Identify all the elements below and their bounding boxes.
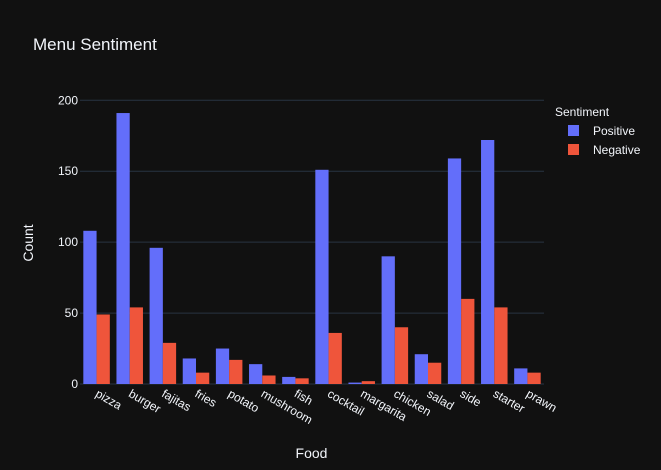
bar-prawn-positive[interactable] — [514, 368, 528, 384]
chart-title: Menu Sentiment — [33, 35, 157, 54]
bar-salad-positive[interactable] — [414, 354, 428, 384]
legend-swatch — [568, 144, 579, 155]
legend-items: Positive Negative — [568, 124, 641, 157]
bar-fajitas-positive[interactable] — [149, 247, 163, 384]
bar-side-negative[interactable] — [461, 298, 475, 384]
bar-burger-negative[interactable] — [129, 307, 143, 384]
y-tick-label: 150 — [58, 164, 78, 178]
bar-side-positive[interactable] — [447, 158, 462, 384]
y-tick-label: 0 — [71, 377, 78, 391]
bar-starter-negative[interactable] — [494, 307, 508, 384]
bar-margarita-positive[interactable] — [348, 382, 362, 384]
bar-cocktail-negative[interactable] — [328, 332, 342, 384]
legend-title: Sentiment — [555, 105, 610, 119]
bar-prawn-negative[interactable] — [527, 372, 541, 384]
y-tick-label: 50 — [65, 306, 79, 320]
y-tick-labels: 0 50 100 150 200 — [58, 93, 78, 391]
legend-item-negative[interactable]: Negative — [568, 143, 641, 157]
bar-salad-negative[interactable] — [428, 362, 442, 384]
y-tick-label: 200 — [58, 93, 78, 107]
bar-fries-positive[interactable] — [182, 358, 196, 384]
bar-pizza-positive[interactable] — [83, 230, 97, 384]
legend-item-positive[interactable]: Positive — [568, 124, 635, 138]
bars[interactable] — [83, 113, 541, 384]
bar-fries-negative[interactable] — [196, 372, 210, 384]
bar-mushroom-positive[interactable] — [249, 364, 263, 384]
bar-potato-negative[interactable] — [229, 359, 243, 384]
y-tick-label: 100 — [58, 235, 78, 249]
bar-chicken-positive[interactable] — [381, 256, 395, 384]
bar-fajitas-negative[interactable] — [162, 342, 177, 384]
legend-swatch — [568, 125, 579, 136]
legend: Sentiment Positive Negative — [555, 105, 641, 157]
legend-label: Positive — [593, 124, 635, 138]
bar-chicken-negative[interactable] — [394, 327, 409, 384]
bar-burger-positive[interactable] — [116, 113, 130, 384]
bar-pizza-negative[interactable] — [96, 314, 110, 384]
bar-margarita-negative[interactable] — [361, 381, 375, 384]
bar-starter-positive[interactable] — [481, 140, 495, 384]
x-axis-title: Food — [296, 445, 328, 461]
bar-fish-positive[interactable] — [282, 376, 296, 384]
y-axis-title: Count — [20, 224, 36, 261]
legend-label: Negative — [593, 143, 641, 157]
bar-fish-negative[interactable] — [295, 378, 309, 384]
bar-cocktail-positive[interactable] — [315, 169, 329, 384]
bar-potato-positive[interactable] — [215, 348, 230, 384]
bar-mushroom-negative[interactable] — [262, 375, 276, 384]
